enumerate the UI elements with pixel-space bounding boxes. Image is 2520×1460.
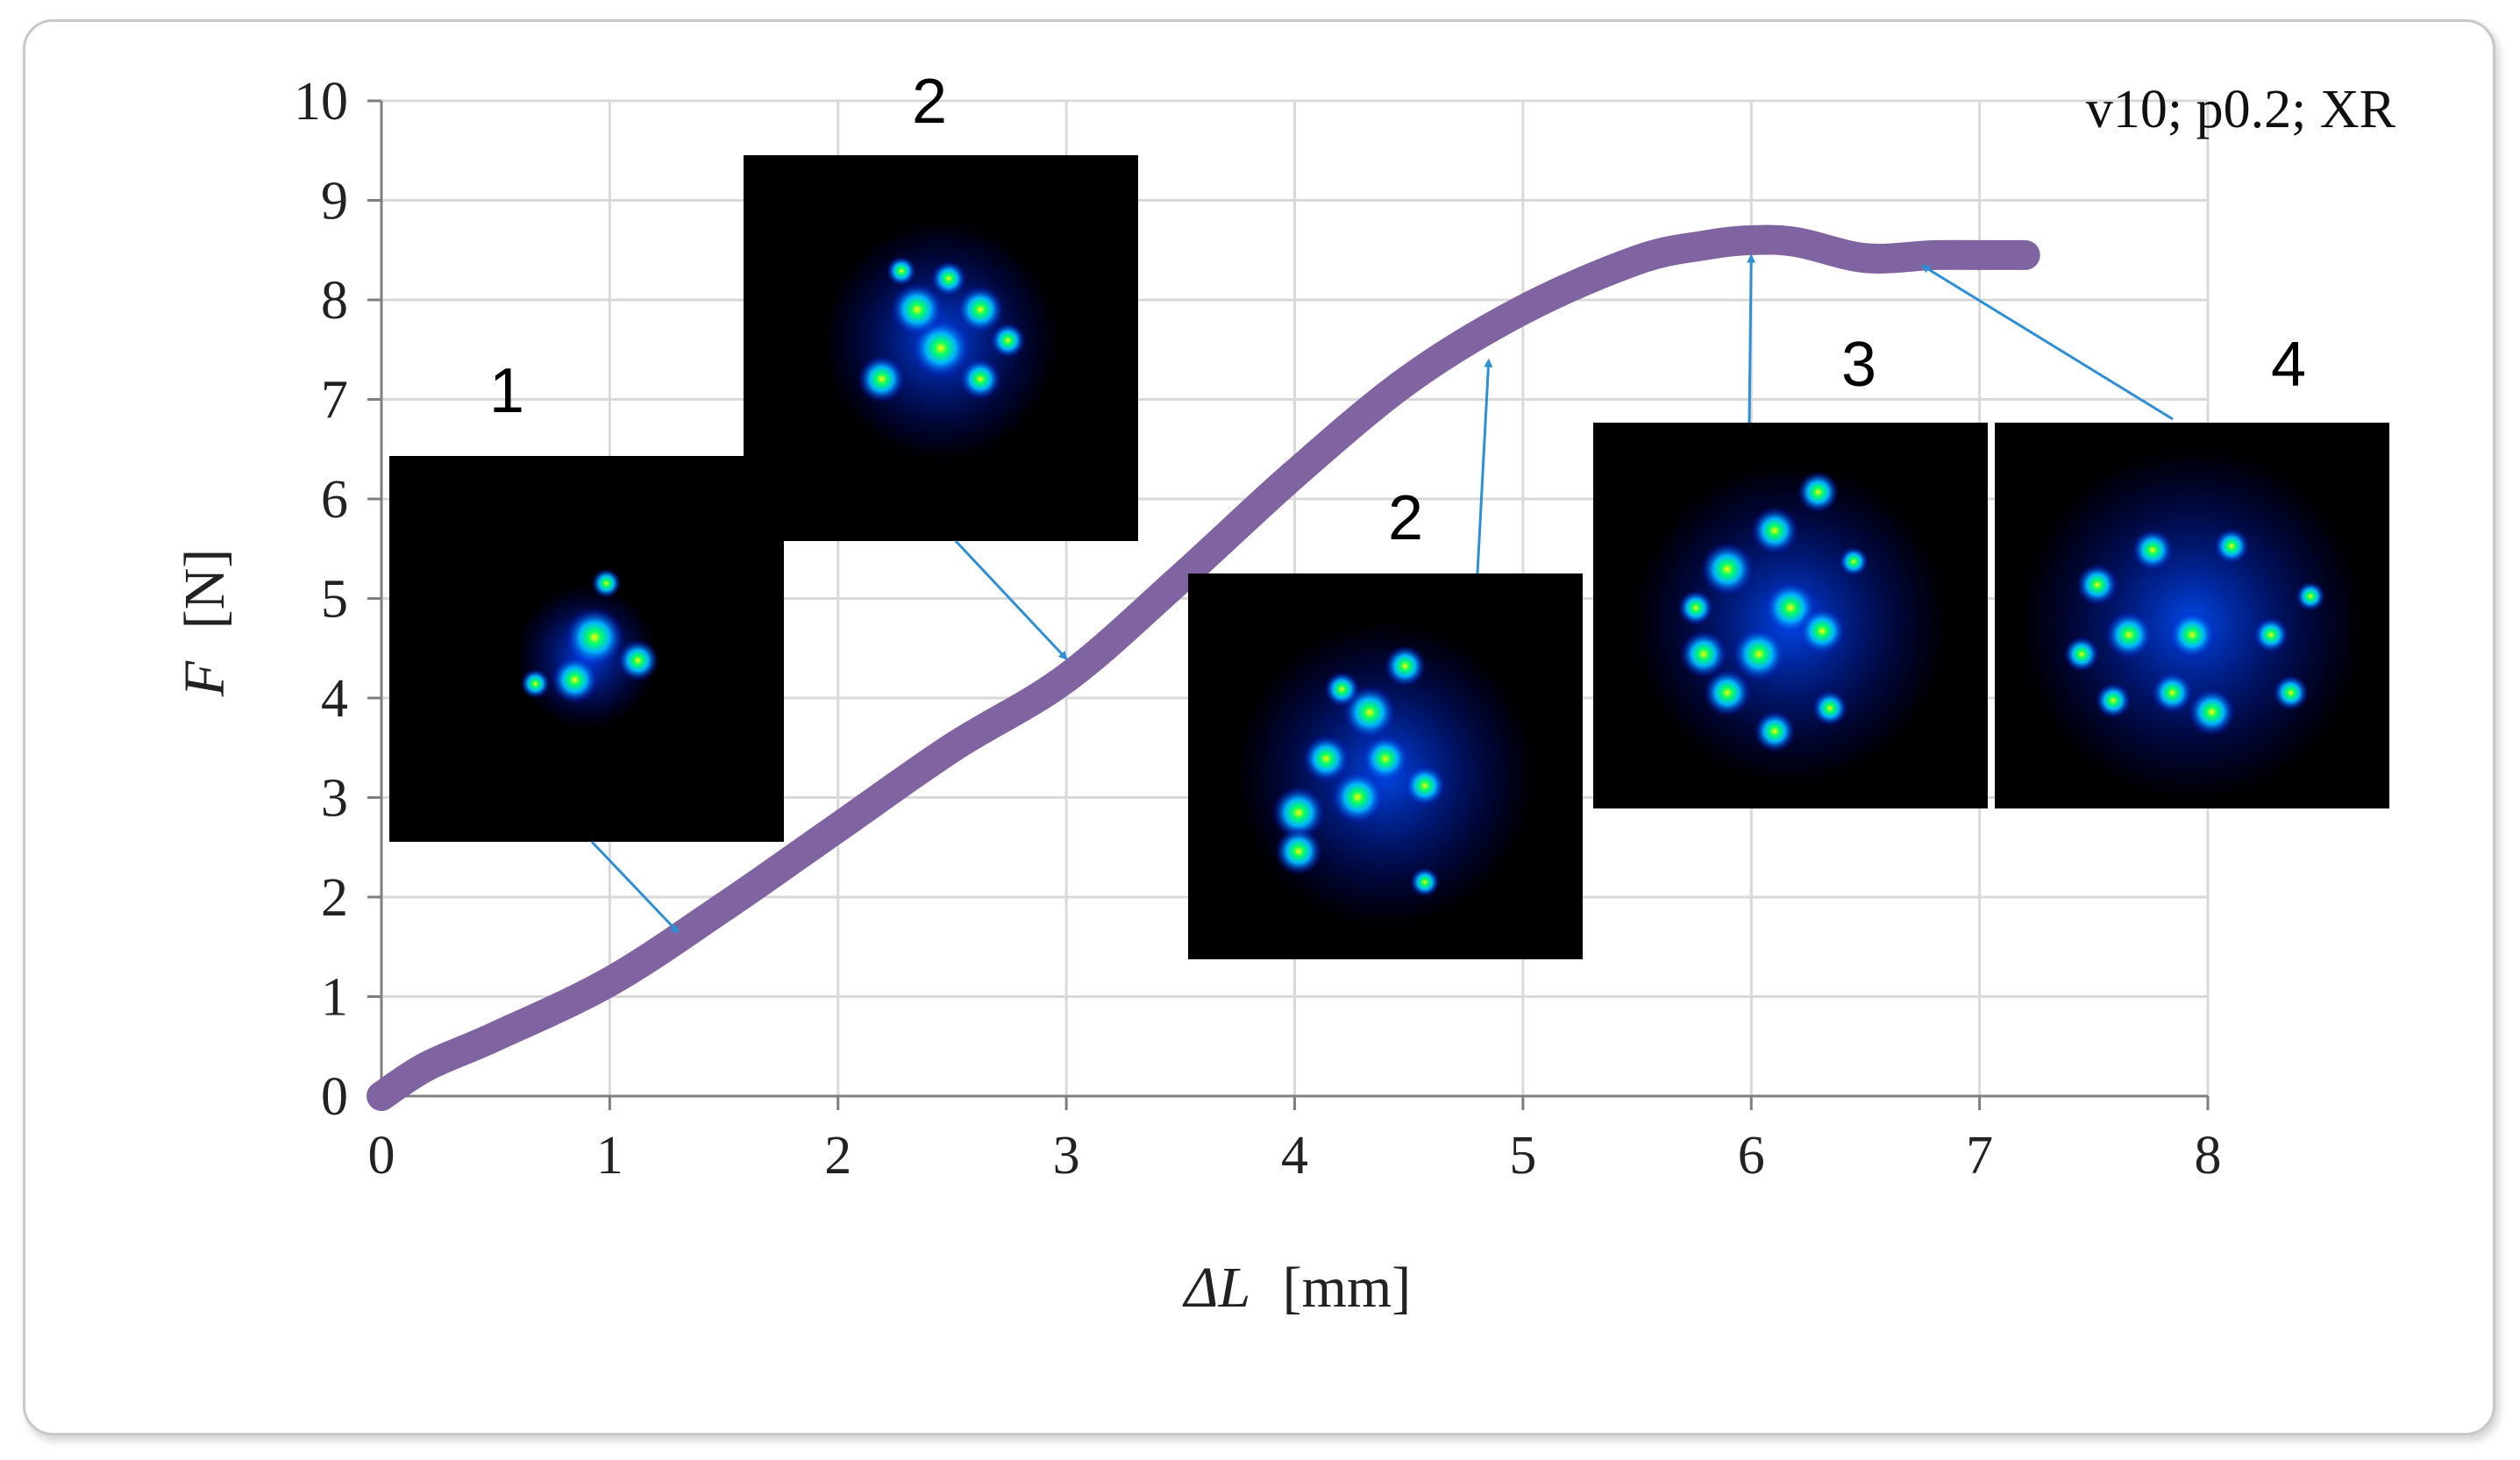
y-tick-label: 9: [321, 172, 348, 231]
x-tick-label: 3: [1053, 1126, 1080, 1186]
y-axis-symbol: F: [173, 660, 237, 697]
text-layer: v10; p0.2; XR ΔL [mm] F [N]: [173, 80, 2396, 1320]
y-axis-unit: [N]: [173, 549, 237, 630]
heatmap-spot: [930, 260, 967, 297]
y-tick-label: 3: [321, 769, 348, 829]
inset-label-3: 2: [1388, 483, 1423, 553]
heatmap-spot: [1732, 627, 1786, 681]
x-axis-symbol: ΔL: [1182, 1256, 1250, 1320]
y-tick-label: 0: [321, 1067, 348, 1127]
heatmap-spot: [1302, 735, 1350, 783]
heatmap-spot: [990, 322, 1026, 359]
heatmap-spot: [1797, 607, 1847, 655]
heatmap-spot: [1754, 710, 1796, 752]
heatmap-spot: [1330, 770, 1385, 824]
inset-image-5: [1995, 423, 2389, 808]
y-tick-label: 4: [321, 669, 348, 729]
y-axis-title: F [N]: [173, 549, 237, 697]
heatmap-spot: [1797, 471, 1840, 513]
heatmap-spot: [551, 656, 599, 704]
y-tick-label: 10: [294, 72, 348, 132]
heatmap-spot: [2076, 564, 2118, 606]
heatmap-spot: [1410, 867, 1440, 897]
heatmap-spot: [591, 568, 622, 599]
inset-label-5: 4: [2271, 330, 2306, 400]
heatmap-spot: [1274, 827, 1323, 875]
inset-layer: 1 2 2 3 4: [389, 67, 2389, 959]
heatmap-spot: [1679, 630, 1728, 679]
heatmap-spot: [1700, 542, 1755, 596]
x-tick-label: 0: [368, 1126, 395, 1186]
svg-text:ΔL [mm]: ΔL [mm]: [1182, 1256, 1412, 1320]
heatmap-spot: [520, 668, 551, 699]
heatmap-spot: [2095, 682, 2132, 719]
heatmap-spot: [1384, 645, 1427, 687]
x-tick-label: 1: [596, 1126, 623, 1186]
heatmap-spot: [858, 355, 906, 403]
inset-arrow-5: [1920, 264, 2174, 421]
inset-image-2: [744, 155, 1138, 541]
heatmap-spot: [2151, 672, 2194, 714]
heatmap-spot: [1361, 735, 1410, 783]
y-tick-label: 6: [321, 470, 348, 530]
heatmap-spot: [1677, 589, 1714, 626]
x-tick-label: 6: [1738, 1126, 1765, 1186]
heatmap-spot: [1703, 668, 1752, 717]
x-axis-unit: [mm]: [1283, 1256, 1412, 1320]
chart-annotation: v10; p0.2; XR: [2086, 80, 2396, 139]
heatmap-spot: [2253, 616, 2289, 653]
inset-arrow-4: [1747, 253, 1756, 424]
x-tick-label: 5: [1509, 1126, 1536, 1186]
inset-image-4: [1593, 423, 1988, 808]
inset-label-4: 3: [1841, 330, 1876, 400]
heatmap-spot: [2132, 529, 2174, 571]
inset-image-1: [389, 456, 784, 842]
x-tick-label: 4: [1281, 1126, 1308, 1186]
x-axis-title: ΔL [mm]: [1182, 1256, 1412, 1320]
series-line-0: [367, 224, 2040, 1111]
series-layer: [367, 224, 2040, 1111]
x-tick-label: 8: [2195, 1126, 2222, 1186]
heatmap-spot: [890, 282, 944, 337]
arrow-layer: [590, 253, 2174, 934]
heatmap-spot: [565, 607, 624, 667]
heatmap-spot: [2063, 636, 2100, 673]
heatmap-spot: [1812, 690, 1848, 726]
heatmap-spot: [1839, 546, 1869, 577]
heatmap-spot: [959, 358, 1001, 401]
heatmap-spot: [2168, 610, 2217, 659]
axis-layer: 0 1 2 3 4 5 6 7 8 0 1 2 3 4 5 6 7 8 9 10: [294, 72, 2222, 1186]
x-tick-label: 2: [824, 1126, 851, 1186]
heatmap-spot: [2213, 528, 2250, 565]
inset-label-2: 2: [912, 67, 947, 137]
y-tick-label: 8: [321, 271, 348, 331]
heatmap-spot: [886, 256, 916, 286]
heatmap-spot: [2188, 687, 2236, 737]
inset-image-3: [1188, 573, 1583, 959]
heatmap-spot: [956, 285, 1005, 334]
inset-label-1: 1: [489, 356, 524, 426]
svg-text:F [N]: F [N]: [173, 549, 237, 697]
heatmap-spot: [1324, 671, 1360, 708]
heatmap-spot: [1404, 765, 1446, 807]
heatmap-spot: [1750, 507, 1799, 555]
y-tick-label: 7: [321, 371, 348, 431]
y-tick-label: 1: [321, 968, 348, 1028]
heatmap-spot: [616, 639, 659, 681]
inset-arrow-3: [1476, 358, 1493, 574]
heatmap-spot: [2296, 581, 2325, 611]
inset-arrow-1: [590, 840, 680, 934]
heatmap-spot: [2104, 610, 2153, 659]
x-tick-label: 7: [1966, 1126, 1993, 1186]
heatmap-spot: [2273, 674, 2309, 711]
inset-arrow-2: [954, 539, 1068, 660]
y-tick-label: 5: [321, 570, 348, 630]
heatmap-spot: [1271, 786, 1326, 840]
y-tick-label: 2: [321, 868, 348, 928]
